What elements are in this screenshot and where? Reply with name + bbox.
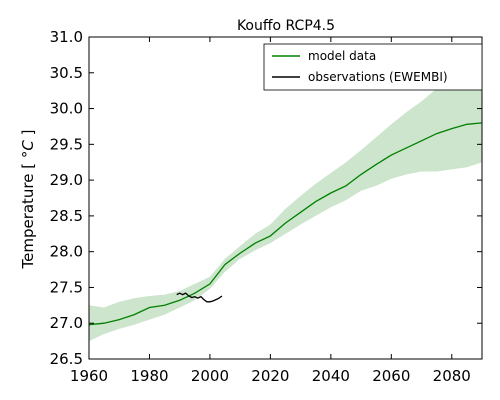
plot-area	[88, 72, 483, 342]
y-tick-label: 27.0	[50, 314, 83, 332]
model-data-line	[88, 122, 483, 326]
plot-frame	[88, 36, 483, 360]
x-tick-label: 1980	[130, 367, 168, 385]
x-tick-label: 2020	[251, 367, 289, 385]
legend-box	[263, 43, 483, 91]
axes: 1960 1980 2000 2020 2040 2060 2080 26.5 27.0 27.5…	[50, 28, 483, 385]
y-tick-label: 29.0	[50, 171, 83, 189]
y-axis-label-unit: °C	[19, 140, 37, 159]
y-tick-label: 31.0	[50, 28, 83, 46]
y-tick-label: 26.5	[50, 350, 83, 368]
y-tick-label: 27.5	[50, 278, 83, 296]
y-tick-label: 28.0	[50, 243, 83, 261]
chart-title: Kouffo RCP4.5	[237, 18, 335, 34]
y-axis-label-close: ]	[19, 129, 37, 135]
x-tick-label: 2040	[312, 367, 350, 385]
legend-label-observations: observations (EWEMBI)	[308, 70, 448, 84]
legend: model data observations (EWEMBI)	[263, 43, 483, 91]
model-range-band	[89, 72, 482, 342]
y-tick-label: 29.5	[50, 135, 83, 153]
y-tick-label: 30.0	[50, 100, 83, 118]
x-tick-label: 2060	[372, 367, 410, 385]
y-axis-label-text: Temperature [	[19, 163, 37, 270]
observations-line	[176, 292, 223, 303]
x-tick-label: 2080	[433, 367, 471, 385]
y-tick-label: 28.5	[50, 207, 83, 225]
x-tick-label: 2000	[191, 367, 229, 385]
y-axis-label: Temperature [ °C ]	[19, 129, 37, 269]
y-tick-label: 30.5	[50, 64, 83, 82]
legend-label-model-data: model data	[308, 49, 376, 63]
x-tick-label: 1960	[70, 367, 108, 385]
